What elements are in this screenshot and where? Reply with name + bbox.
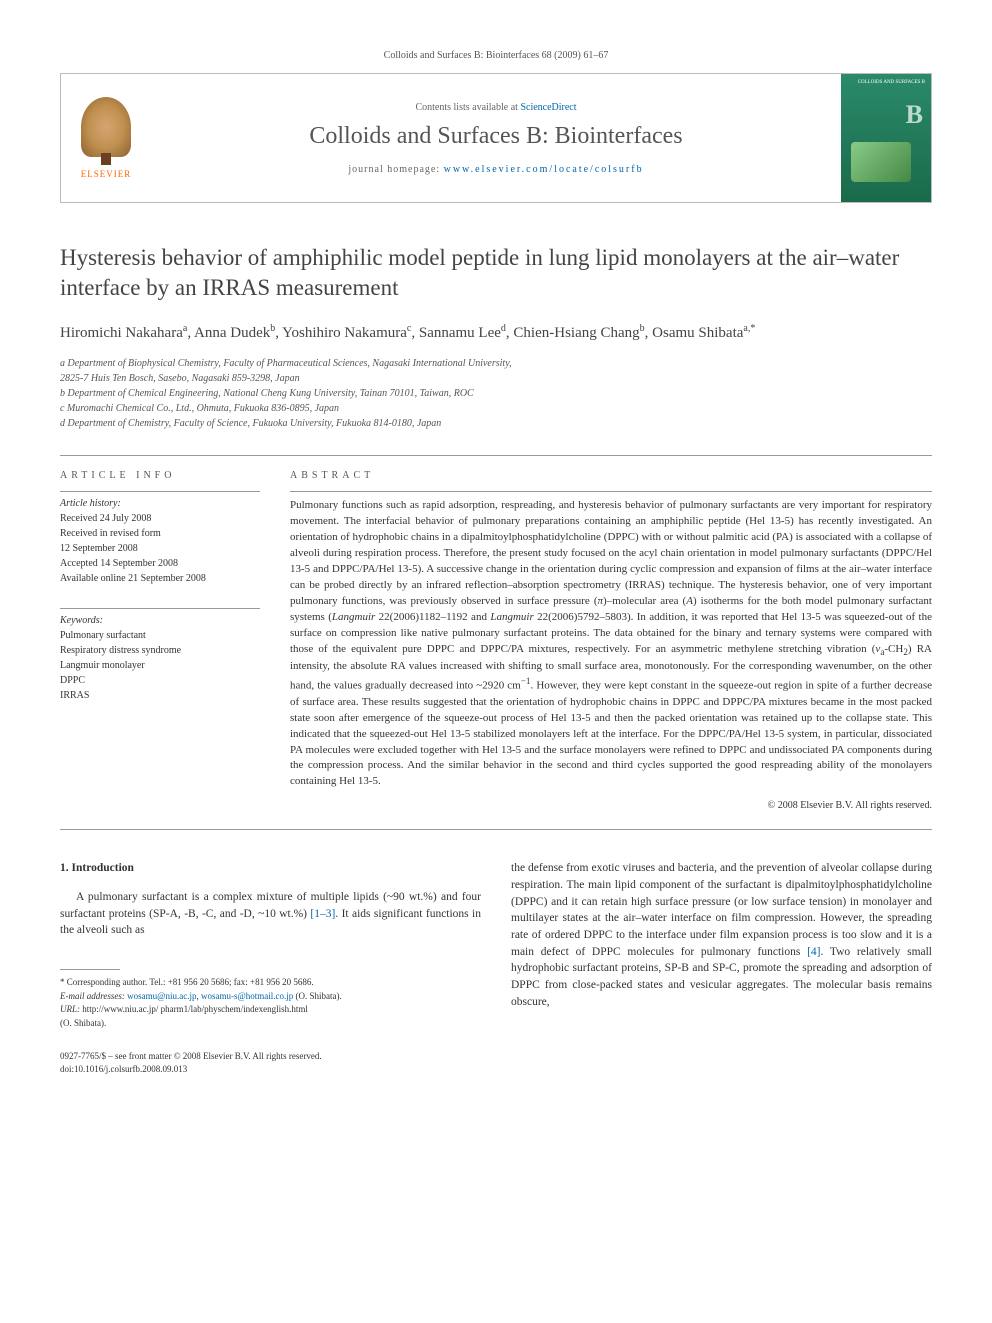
body-columns: 1. Introduction A pulmonary surfactant i…: [60, 860, 932, 1075]
keyword-line: Respiratory distress syndrome: [60, 643, 260, 658]
article-info-heading: article info: [60, 470, 260, 481]
affiliations-block: a Department of Biophysical Chemistry, F…: [60, 356, 932, 431]
section-title-text: Introduction: [72, 862, 134, 874]
front-matter-line: 0927-7765/$ – see front matter © 2008 El…: [60, 1050, 481, 1063]
info-abstract-row: article info Article history: Received 2…: [60, 470, 932, 811]
url-label: URL:: [60, 1004, 80, 1014]
history-line: 12 September 2008: [60, 541, 260, 556]
abstract-column: abstract Pulmonary functions such as rap…: [290, 470, 932, 811]
affiliation-line: b Department of Chemical Engineering, Na…: [60, 386, 932, 401]
affiliation-line: c Muromachi Chemical Co., Ltd., Ohmuta, …: [60, 401, 932, 416]
keyword-line: IRRAS: [60, 688, 260, 703]
cover-letter: B: [906, 100, 923, 130]
contents-prefix: Contents lists available at: [415, 102, 520, 113]
url-text[interactable]: http://www.niu.ac.jp/ pharm1/lab/physche…: [82, 1004, 308, 1014]
footnotes-block: * Corresponding author. Tel.: +81 956 20…: [60, 976, 481, 1030]
left-column: 1. Introduction A pulmonary surfactant i…: [60, 860, 481, 1075]
abstract-text: Pulmonary functions such as rapid adsorp…: [290, 498, 932, 790]
url-tail: (O. Shibata).: [60, 1017, 481, 1031]
divider-top: [60, 455, 932, 456]
abstract-heading: abstract: [290, 470, 932, 481]
cover-image-icon: [851, 142, 911, 182]
affiliation-line: 2825-7 Huis Ten Bosch, Sasebo, Nagasaki …: [60, 371, 932, 386]
history-label: Article history:: [60, 498, 260, 509]
section-heading: 1. Introduction: [60, 860, 481, 877]
journal-name: Colloids and Surfaces B: Biointerfaces: [309, 123, 682, 150]
footer-block: 0927-7765/$ – see front matter © 2008 El…: [60, 1050, 481, 1075]
contents-available-line: Contents lists available at ScienceDirec…: [415, 102, 576, 113]
info-divider-2: [60, 608, 260, 609]
article-info-column: article info Article history: Received 2…: [60, 470, 260, 811]
email-1[interactable]: wosamu@niu.ac.jp: [127, 991, 196, 1001]
history-line: Available online 21 September 2008: [60, 571, 260, 586]
homepage-link[interactable]: www.elsevier.com/locate/colsurfb: [444, 164, 644, 175]
copyright-line: © 2008 Elsevier B.V. All rights reserved…: [290, 800, 932, 811]
keyword-line: Pulmonary surfactant: [60, 628, 260, 643]
history-line: Received in revised form: [60, 526, 260, 541]
right-column: the defense from exotic viruses and bact…: [511, 860, 932, 1075]
homepage-prefix: journal homepage:: [348, 164, 443, 175]
journal-cover-thumbnail[interactable]: COLLOIDS AND SURFACES B B: [841, 74, 931, 202]
history-list: Received 24 July 2008Received in revised…: [60, 511, 260, 586]
intro-paragraph-left: A pulmonary surfactant is a complex mixt…: [60, 889, 481, 939]
journal-header: ELSEVIER Contents lists available at Sci…: [60, 73, 932, 203]
email-2[interactable]: wosamu-s@hotmail.co.jp: [201, 991, 293, 1001]
keywords-list: Pulmonary surfactantRespiratory distress…: [60, 628, 260, 703]
corresponding-author: * Corresponding author. Tel.: +81 956 20…: [60, 976, 481, 990]
email-tail: (O. Shibata).: [295, 991, 341, 1001]
section-number: 1.: [60, 862, 69, 874]
keyword-line: Langmuir monolayer: [60, 658, 260, 673]
history-line: Accepted 14 September 2008: [60, 556, 260, 571]
url-line: URL: http://www.niu.ac.jp/ pharm1/lab/ph…: [60, 1003, 481, 1017]
sciencedirect-link[interactable]: ScienceDirect: [520, 102, 576, 113]
doi-line: doi:10.1016/j.colsurfb.2008.09.013: [60, 1063, 481, 1076]
intro-paragraph-right: the defense from exotic viruses and bact…: [511, 860, 932, 1010]
elsevier-label: ELSEVIER: [81, 169, 132, 179]
divider-bottom: [60, 829, 932, 830]
homepage-line: journal homepage: www.elsevier.com/locat…: [348, 164, 643, 175]
page-container: Colloids and Surfaces B: Biointerfaces 6…: [0, 0, 992, 1125]
abstract-divider: [290, 491, 932, 492]
article-title: Hysteresis behavior of amphiphilic model…: [60, 243, 932, 303]
affiliation-line: d Department of Chemistry, Faculty of Sc…: [60, 416, 932, 431]
email-line: E-mail addresses: wosamu@niu.ac.jp, wosa…: [60, 990, 481, 1004]
info-divider: [60, 491, 260, 492]
authors-line: Hiromichi Nakaharaa, Anna Dudekb, Yoshih…: [60, 321, 932, 345]
ref-link[interactable]: [1–3]: [310, 908, 335, 920]
history-line: Received 24 July 2008: [60, 511, 260, 526]
cover-title: COLLOIDS AND SURFACES B: [847, 80, 925, 86]
email-label: E-mail addresses:: [60, 991, 125, 1001]
affiliation-line: a Department of Biophysical Chemistry, F…: [60, 356, 932, 371]
header-middle: Contents lists available at ScienceDirec…: [151, 74, 841, 202]
top-citation: Colloids and Surfaces B: Biointerfaces 6…: [60, 50, 932, 61]
keyword-line: DPPC: [60, 673, 260, 688]
elsevier-tree-icon: [81, 97, 131, 157]
elsevier-logo[interactable]: ELSEVIER: [61, 74, 151, 202]
ref-link[interactable]: [4]: [807, 946, 820, 958]
keywords-label: Keywords:: [60, 615, 260, 626]
footnote-divider: [60, 969, 120, 970]
